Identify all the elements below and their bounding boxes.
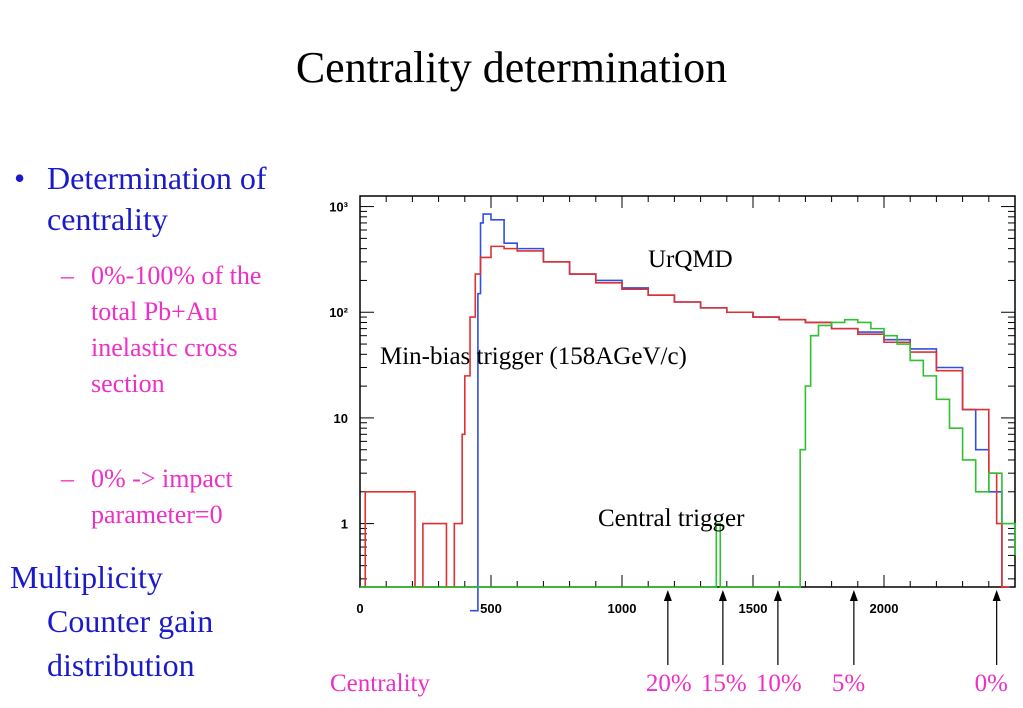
sub-bullet-text: 0% -> impact parameter=0 bbox=[91, 464, 233, 529]
y-tick-label: 10³ bbox=[329, 200, 348, 215]
dash-icon: – bbox=[61, 464, 74, 493]
x-tick-label: 1500 bbox=[739, 601, 768, 616]
y-tick-label: 10 bbox=[334, 411, 348, 426]
urqmd-label: UrQMD bbox=[648, 246, 733, 273]
x-tick-label: 500 bbox=[480, 601, 502, 616]
arrow-head-icon bbox=[773, 590, 782, 601]
bullet-dot-icon: • bbox=[14, 160, 26, 196]
centrality-mark-label: 15% bbox=[700, 670, 747, 697]
x-tick-label: 0 bbox=[356, 601, 363, 616]
arrow-head-icon bbox=[718, 590, 727, 601]
centrality-mark-label: 20% bbox=[645, 670, 692, 697]
page-title: Centrality determination bbox=[295, 43, 728, 92]
arrow-head-icon bbox=[992, 590, 1001, 601]
bullet-text-line2: Counter gain distribution bbox=[47, 603, 214, 683]
minbias-series bbox=[360, 245, 1010, 589]
centrality-mark-label: 10% bbox=[755, 670, 802, 697]
centrality-mark-label: 5% bbox=[831, 670, 866, 697]
central-trigger-series bbox=[360, 318, 1016, 589]
bullet-text: Determination of centrality bbox=[47, 160, 267, 237]
centrality-label: Centrality bbox=[330, 670, 430, 697]
dash-icon: – bbox=[61, 261, 74, 290]
arrow-head-icon bbox=[849, 590, 858, 601]
minbias-label: Min-bias trigger (158AGeV/c) bbox=[380, 343, 687, 370]
x-tick-label: 1000 bbox=[608, 601, 637, 616]
sub-bullet-text: 0%-100% of the total Pb+Au inelastic cro… bbox=[91, 261, 262, 398]
bullet-text-line1: Multiplicity bbox=[10, 559, 163, 595]
y-tick-label: 10² bbox=[329, 305, 348, 320]
bullet-item: Multiplicity Counter gain distribution bbox=[10, 555, 285, 687]
y-tick-label: 1 bbox=[341, 517, 348, 532]
arrow-head-icon bbox=[663, 590, 672, 601]
centrality-mark-label: 0% bbox=[974, 670, 1008, 697]
central-trigger-label: Central trigger bbox=[598, 505, 745, 532]
x-tick-label: 2000 bbox=[870, 601, 899, 616]
urqmd-series bbox=[470, 213, 1010, 612]
